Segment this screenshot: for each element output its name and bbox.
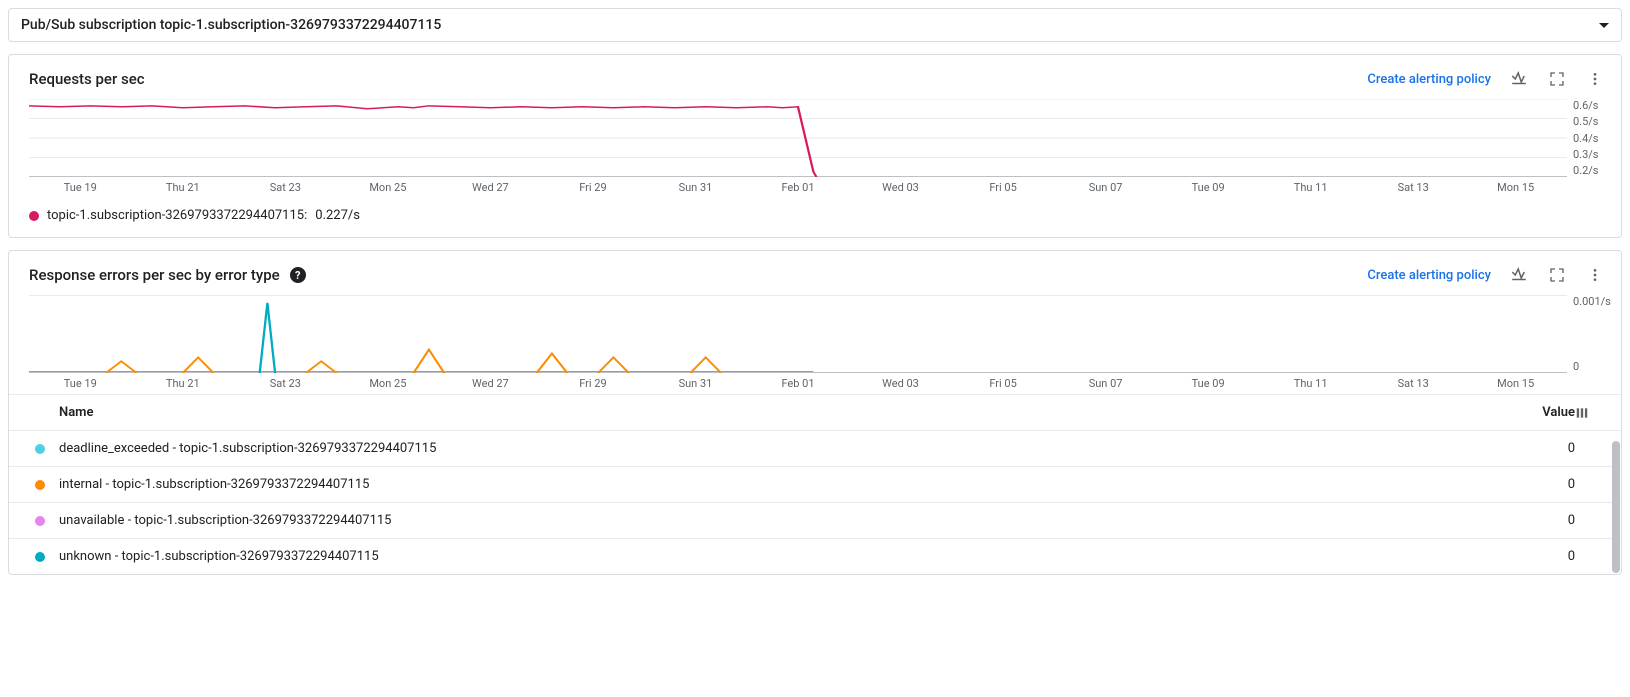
chart-y-axis-labels: 0.001/s0 <box>1567 295 1617 373</box>
table-row[interactable]: unknown - topic-1.subscription-326979337… <box>9 538 1621 574</box>
series-value: 0 <box>1515 477 1575 492</box>
series-value: 0 <box>1515 513 1575 528</box>
fullscreen-icon[interactable] <box>1547 69 1567 89</box>
series-value: 0 <box>1515 441 1575 456</box>
chart-x-axis-labels: Tue 19Thu 21Sat 23Mon 25Wed 27Fri 29Sun … <box>9 373 1621 394</box>
chart-title: Response errors per sec by error type <box>29 266 280 284</box>
legend-toggle-icon[interactable] <box>1509 69 1529 89</box>
create-alerting-policy-link[interactable]: Create alerting policy <box>1367 72 1491 87</box>
table-row[interactable]: unavailable - topic-1.subscription-32697… <box>9 502 1621 538</box>
series-name: deadline_exceeded - topic-1.subscription… <box>59 441 1515 456</box>
legend-value: 0.227/s <box>315 208 360 223</box>
requests-chart <box>29 99 1567 177</box>
resource-dropdown[interactable]: Pub/Sub subscription topic-1.subscriptio… <box>8 8 1622 42</box>
legend-swatch <box>35 552 45 562</box>
legend-toggle-icon[interactable] <box>1509 265 1529 285</box>
series-value: 0 <box>1515 549 1575 564</box>
help-icon[interactable]: ? <box>290 267 306 283</box>
fullscreen-icon[interactable] <box>1547 265 1567 285</box>
more-options-icon[interactable] <box>1585 265 1605 285</box>
series-name: internal - topic-1.subscription-32697933… <box>59 477 1515 492</box>
table-row[interactable]: deadline_exceeded - topic-1.subscription… <box>9 430 1621 466</box>
columns-icon[interactable] <box>1575 406 1605 420</box>
chart-y-axis-labels: 0.6/s0.5/s0.4/s0.3/s0.2/s <box>1567 99 1617 177</box>
legend-swatch <box>35 480 45 490</box>
chart-x-axis-labels: Tue 19Thu 21Sat 23Mon 25Wed 27Fri 29Sun … <box>9 177 1621 198</box>
chevron-down-icon <box>1599 23 1609 28</box>
table-row[interactable]: internal - topic-1.subscription-32697933… <box>9 466 1621 502</box>
legend-swatch <box>35 516 45 526</box>
series-name: unavailable - topic-1.subscription-32697… <box>59 513 1515 528</box>
legend-swatch <box>35 444 45 454</box>
legend-swatch <box>29 211 39 221</box>
legend-table-header: Name Value <box>9 394 1621 430</box>
legend-label: topic-1.subscription-3269793372294407115… <box>47 208 307 223</box>
more-options-icon[interactable] <box>1585 69 1605 89</box>
chart-title: Requests per sec <box>29 70 145 88</box>
scrollbar[interactable] <box>1612 441 1620 573</box>
name-column-header: Name <box>59 405 1515 420</box>
response-errors-card: Response errors per sec by error type ? … <box>8 250 1622 575</box>
create-alerting-policy-link[interactable]: Create alerting policy <box>1367 268 1491 283</box>
errors-chart <box>29 295 1567 373</box>
requests-per-sec-card: Requests per sec Create alerting policy … <box>8 54 1622 238</box>
resource-dropdown-label: Pub/Sub subscription topic-1.subscriptio… <box>21 17 441 33</box>
series-name: unknown - topic-1.subscription-326979337… <box>59 549 1515 564</box>
value-column-header: Value <box>1515 405 1575 420</box>
chart-legend: topic-1.subscription-3269793372294407115… <box>9 198 1621 237</box>
